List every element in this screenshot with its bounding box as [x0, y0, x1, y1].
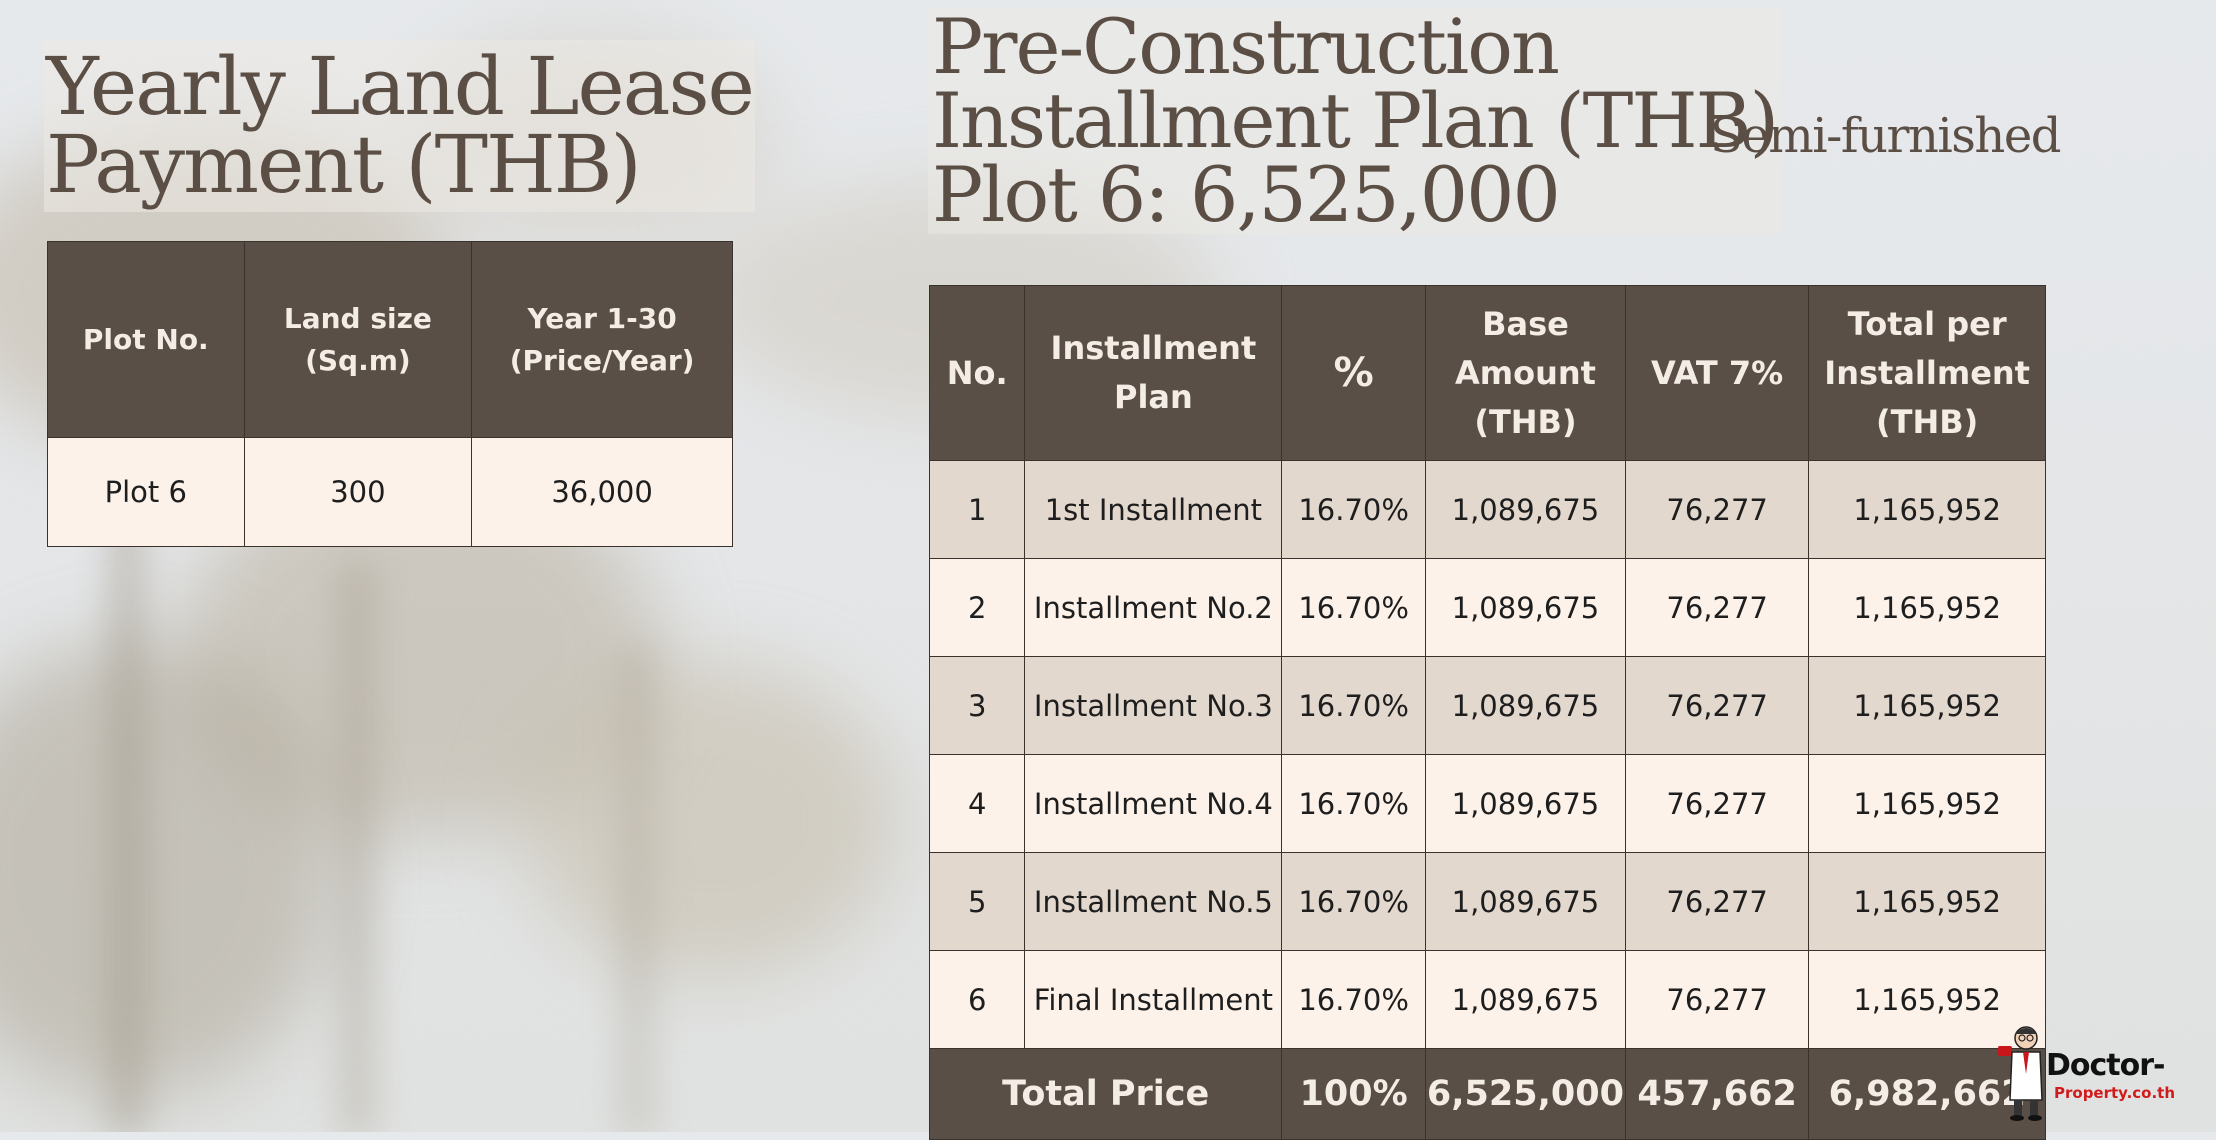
lease-header-year-price: Year 1-30 (Price/Year): [471, 241, 733, 438]
row-base-amount: 1,089,675: [1424, 656, 1626, 755]
lease-table: Plot No. Land size (Sq.m) Year 1-30 (Pri…: [47, 241, 733, 547]
row-no: 3: [928, 656, 1026, 755]
header-percent: %: [1281, 285, 1426, 461]
installment-row: 3 Installment No.3 16.70% 1,089,675 76,277 1,…: [928, 656, 2046, 755]
header-no: No.: [928, 285, 1026, 461]
row-vat: 76,277: [1624, 852, 1810, 951]
total-label: Total Price: [928, 1048, 1283, 1140]
row-base-amount: 1,089,675: [1424, 754, 1626, 853]
row-percent: 16.70%: [1281, 460, 1426, 559]
row-no: 4: [928, 754, 1026, 853]
row-plan: Installment No.4: [1024, 754, 1283, 853]
row-no: 5: [928, 852, 1026, 951]
plan-title: Pre-Construction Installment Plan (THB) …: [928, 2, 1782, 239]
plan-title-line-1: Pre-Construction: [932, 2, 1560, 91]
row-total: 1,165,952: [1808, 754, 2046, 853]
total-row: Total Price 100% 6,525,000 457,662 6,982…: [928, 1048, 2046, 1140]
total-base-amount: 6,525,000: [1424, 1048, 1626, 1140]
lease-title-line-2: Payment (THB): [46, 118, 642, 211]
lease-header-plot-no: Plot No.: [47, 241, 245, 438]
row-percent: 16.70%: [1281, 558, 1426, 657]
header-total-per-installment: Total per Installment (THB): [1808, 285, 2046, 461]
lease-header-row: Plot No. Land size (Sq.m) Year 1-30 (Pri…: [47, 241, 733, 438]
row-base-amount: 1,089,675: [1424, 460, 1626, 559]
row-percent: 16.70%: [1281, 950, 1426, 1049]
row-base-amount: 1,089,675: [1424, 852, 1626, 951]
total-price: 6,982,662: [1808, 1048, 2046, 1140]
installment-row: 4 Installment No.4 16.70% 1,089,675 76,277 1,…: [928, 754, 2046, 853]
lease-row: Plot 6 300 36,000: [47, 437, 733, 547]
lease-cell-size: 300: [243, 437, 473, 547]
row-vat: 76,277: [1624, 460, 1810, 559]
row-plan: 1st Installment: [1024, 460, 1283, 559]
row-no: 1: [928, 460, 1026, 559]
row-total: 1,165,952: [1808, 558, 2046, 657]
row-plan: Installment No.5: [1024, 852, 1283, 951]
row-plan: Final Installment: [1024, 950, 1283, 1049]
lease-title: Yearly Land Lease Payment (THB): [44, 40, 755, 212]
logo-domain: Property.co.th: [2054, 1084, 2176, 1102]
lease-cell-price: 36,000: [471, 437, 733, 547]
lease-cell-plot: Plot 6: [47, 437, 245, 547]
row-percent: 16.70%: [1281, 852, 1426, 951]
row-percent: 16.70%: [1281, 754, 1426, 853]
doctor-property-logo: Doctor- Property.co.th: [1996, 1022, 2196, 1122]
row-vat: 76,277: [1624, 950, 1810, 1049]
row-total: 1,165,952: [1808, 460, 2046, 559]
installment-row: 5 Installment No.5 16.70% 1,089,675 76,277 1,…: [928, 852, 2046, 951]
row-total: 1,165,952: [1808, 950, 2046, 1049]
installment-header-row: No. Installment Plan % Base Amount (THB)…: [928, 285, 2046, 461]
installment-row: 1 1st Installment 16.70% 1,089,675 76,277 1,1…: [928, 460, 2046, 559]
row-vat: 76,277: [1624, 558, 1810, 657]
row-vat: 76,277: [1624, 656, 1810, 755]
installment-row: 2 Installment No.2 16.70% 1,089,675 76,277 1,…: [928, 558, 2046, 657]
installment-table: No. Installment Plan % Base Amount (THB)…: [928, 285, 2046, 1140]
row-total: 1,165,952: [1808, 852, 2046, 951]
row-total: 1,165,952: [1808, 656, 2046, 755]
doctor-mascot-icon: [1998, 1026, 2043, 1121]
logo-name: Doctor-: [2046, 1048, 2165, 1083]
header-installment-plan: Installment Plan: [1024, 285, 1283, 461]
lease-header-land-size: Land size (Sq.m): [243, 241, 473, 438]
row-base-amount: 1,089,675: [1424, 950, 1626, 1049]
furnishing-label: Semi-furnished: [1710, 108, 2061, 164]
plan-title-line-2: Installment Plan (THB): [932, 76, 1779, 165]
lease-title-line-1: Yearly Land Lease: [46, 40, 755, 133]
row-plan: Installment No.3: [1024, 656, 1283, 755]
row-base-amount: 1,089,675: [1424, 558, 1626, 657]
row-vat: 76,277: [1624, 754, 1810, 853]
row-percent: 16.70%: [1281, 656, 1426, 755]
total-vat: 457,662: [1624, 1048, 1810, 1140]
row-no: 2: [928, 558, 1026, 657]
installment-row: 6 Final Installment 16.70% 1,089,675 76,277 1…: [928, 950, 2046, 1049]
header-base-amount: Base Amount (THB): [1424, 285, 1626, 461]
row-plan: Installment No.2: [1024, 558, 1283, 657]
header-vat: VAT 7%: [1624, 285, 1810, 461]
total-percent: 100%: [1281, 1048, 1426, 1140]
row-no: 6: [928, 950, 1026, 1049]
plan-title-line-3: Plot 6: 6,525,000: [932, 150, 1561, 239]
